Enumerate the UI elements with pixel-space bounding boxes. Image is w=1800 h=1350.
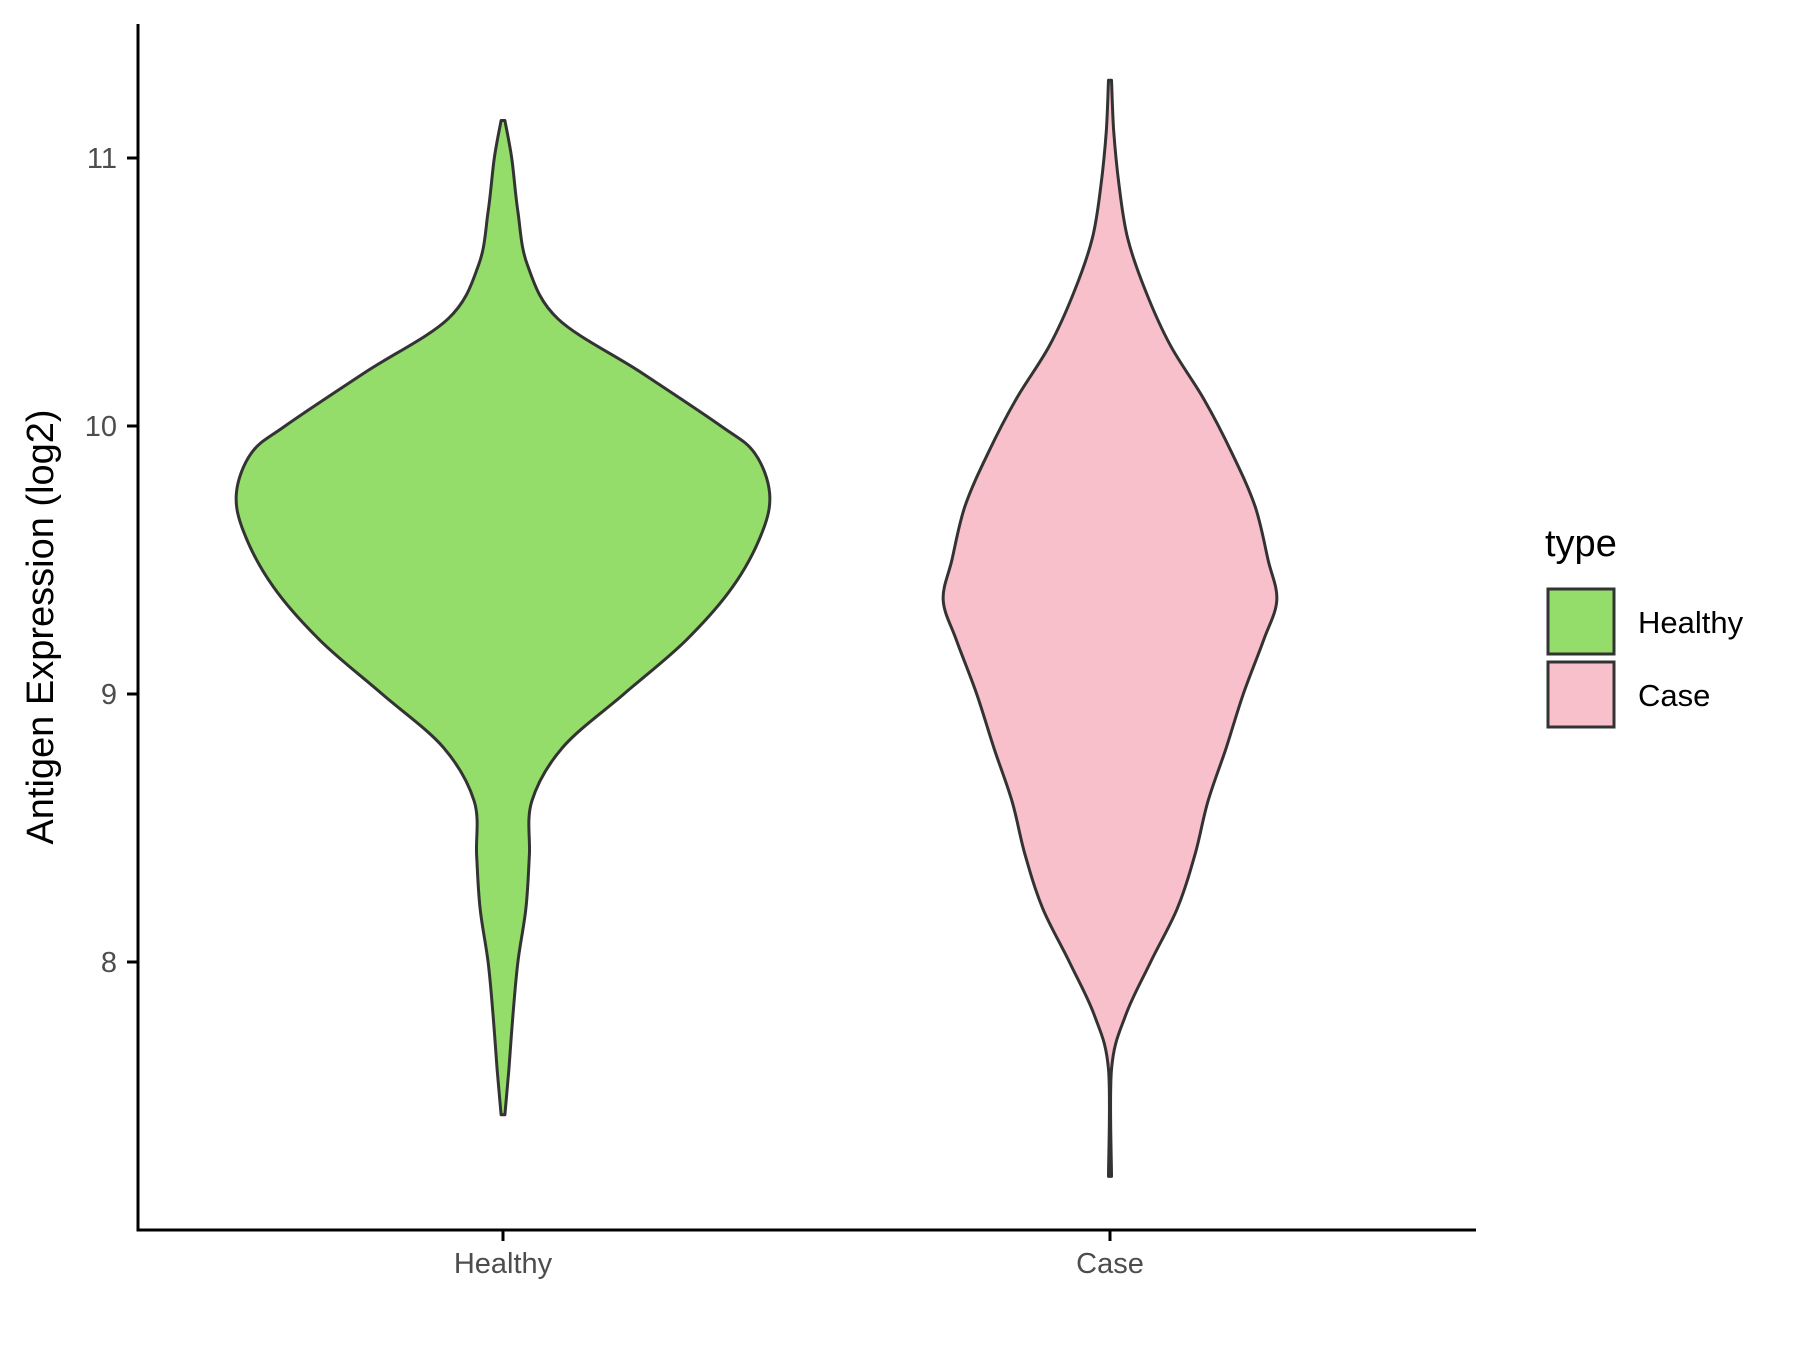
y-tick-label-11: 11 bbox=[87, 143, 117, 175]
y-tick-label-9: 9 bbox=[101, 679, 117, 711]
y-axis-title: Antigen Expression (log2) bbox=[20, 409, 62, 844]
x-axis-ticks: Healthy Case bbox=[454, 1230, 1144, 1280]
violin-layer bbox=[234, 78, 1279, 1178]
y-axis-ticks: 8 9 10 11 bbox=[85, 143, 138, 979]
legend-key-healthy bbox=[1546, 587, 1616, 656]
legend-label-case: Case bbox=[1638, 678, 1710, 713]
violin-case bbox=[941, 78, 1279, 1178]
legend-label-healthy: Healthy bbox=[1638, 605, 1744, 640]
y-tick-label-8: 8 bbox=[101, 947, 117, 979]
legend-key-case bbox=[1546, 660, 1616, 729]
violin-healthy bbox=[234, 119, 772, 1117]
x-tick-label-healthy: Healthy bbox=[454, 1248, 553, 1280]
y-tick-label-10: 10 bbox=[85, 411, 117, 443]
legend-title: type bbox=[1545, 523, 1617, 565]
x-tick-label-case: Case bbox=[1076, 1248, 1144, 1280]
legend: type Healthy Case bbox=[1545, 523, 1744, 729]
